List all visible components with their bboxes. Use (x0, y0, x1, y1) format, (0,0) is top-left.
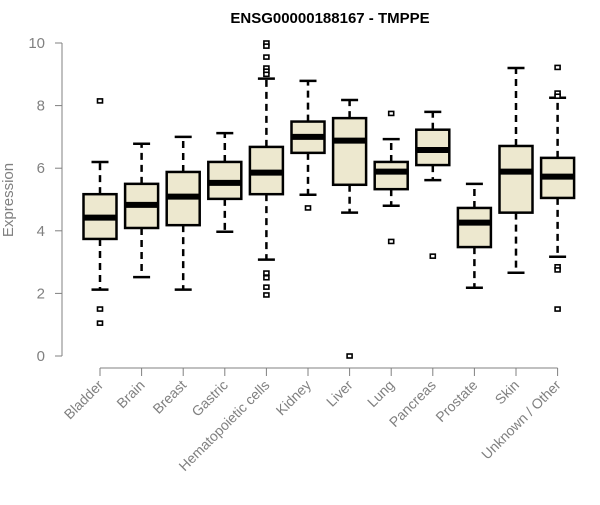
outlier-point (96, 320, 104, 326)
x-tick-label: Prostate (432, 377, 480, 425)
y-axis-label: Expression (0, 163, 17, 237)
iqr-box (331, 116, 368, 187)
x-tick-label: Brain (113, 377, 147, 411)
box-brain (123, 142, 160, 279)
outlier-point (263, 274, 270, 281)
iqr-box (373, 160, 409, 191)
box-hematopoietic-cells (248, 40, 285, 298)
box-gastric (207, 131, 243, 233)
y-tick-label: 0 (37, 348, 45, 365)
outlier-point (96, 98, 104, 104)
box-lung (373, 110, 409, 245)
y-tick-label: 10 (28, 35, 45, 52)
x-tick-label: Unknown / Other (478, 377, 564, 463)
outlier-point (429, 253, 437, 259)
outlier-point (304, 205, 312, 211)
outlier-point (263, 54, 270, 60)
iqr-box (456, 206, 493, 249)
x-tick-label: Skin (492, 377, 523, 408)
x-tick-label: Liver (323, 377, 356, 410)
y-tick-label: 2 (37, 285, 45, 302)
box-skin (498, 66, 534, 274)
outlier-point (554, 64, 561, 71)
outlier-point (387, 110, 395, 117)
x-tick-label: Breast (149, 377, 189, 417)
box-breast (165, 135, 201, 291)
box-kidney (290, 79, 326, 211)
outlier-point (554, 93, 561, 100)
outlier-point (263, 270, 270, 276)
y-axis: 0 2 4 6 8 10 (28, 35, 63, 365)
box-prostate (456, 182, 493, 290)
outlier-point (263, 71, 270, 78)
box-liver (331, 98, 368, 359)
x-tick-label: Lung (364, 377, 397, 410)
outlier-point (346, 353, 353, 359)
box-unknown-other (539, 64, 576, 312)
y-tick-label: 6 (37, 160, 45, 177)
outlier-point (263, 43, 270, 49)
outlier-point (263, 284, 270, 290)
outlier-point (554, 306, 561, 312)
outlier-point (263, 292, 270, 298)
y-tick-label: 8 (37, 98, 45, 115)
iqr-box (498, 144, 534, 214)
x-tick-label: Kidney (273, 377, 315, 419)
x-tick-label: Bladder (61, 377, 107, 423)
box-bladder (82, 98, 118, 326)
chart-title: ENSG00000188167 - TMPPE (230, 10, 429, 27)
y-tick-label: 4 (37, 223, 45, 240)
boxes (82, 40, 576, 359)
outlier-point (96, 306, 104, 312)
outlier-point (554, 267, 561, 273)
box-pancreas (415, 110, 451, 259)
outlier-point (387, 238, 395, 245)
